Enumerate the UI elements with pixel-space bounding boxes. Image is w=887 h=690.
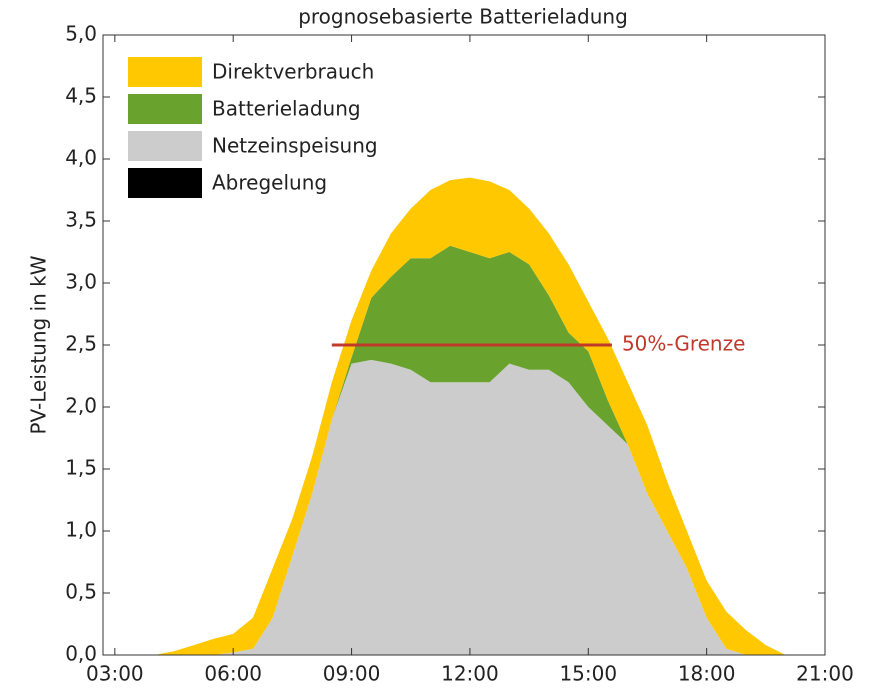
x-tick-label: 18:00 (678, 662, 736, 686)
legend-label: Netzeinspeisung (212, 134, 378, 158)
y-tick-label: 4,0 (65, 146, 97, 170)
legend-swatch (128, 131, 202, 161)
x-tick-label: 15:00 (559, 662, 617, 686)
y-tick-label: 2,0 (65, 394, 97, 418)
legend-label: Batterieladung (212, 97, 361, 121)
y-axis-label: PV-Leistung in kW (27, 255, 51, 434)
area (154, 177, 786, 655)
area (154, 359, 786, 655)
y-tick-label: 5,0 (65, 22, 97, 46)
legend-swatch (128, 94, 202, 124)
y-tick-label: 3,0 (65, 270, 97, 294)
y-tick-label: 1,0 (65, 518, 97, 542)
x-tick-label: 06:00 (204, 662, 262, 686)
legend-swatch (128, 57, 202, 87)
legend-swatch (128, 168, 202, 198)
limit-label: 50%-Grenze (622, 332, 745, 356)
x-tick-label: 12:00 (441, 662, 499, 686)
x-tick-label: 09:00 (323, 662, 381, 686)
y-tick-label: 0,0 (65, 642, 97, 666)
area (154, 245, 786, 656)
x-tick-label: 03:00 (86, 662, 144, 686)
legend-label: Direktverbrauch (212, 60, 374, 84)
y-tick-label: 2,5 (65, 332, 97, 356)
y-tick-label: 1,5 (65, 456, 97, 480)
chart-title: prognosebasierte Batterieladung (298, 5, 628, 29)
y-tick-label: 4,5 (65, 84, 97, 108)
x-tick-label: 21:00 (796, 662, 854, 686)
y-tick-label: 3,5 (65, 208, 97, 232)
legend-label: Abregelung (212, 171, 327, 195)
y-tick-label: 0,5 (65, 580, 97, 604)
